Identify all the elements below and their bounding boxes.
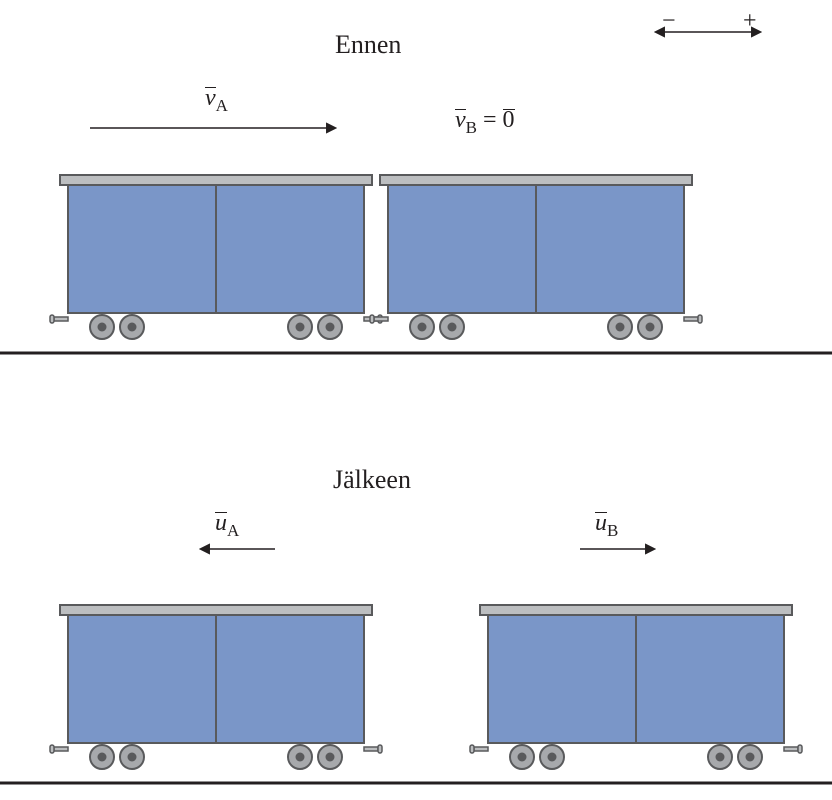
- wagons-after: [50, 605, 802, 769]
- diagram-canvas: − + Ennen vA vB = 0 Jälkeen uA: [0, 0, 832, 789]
- scene-after: [0, 430, 832, 800]
